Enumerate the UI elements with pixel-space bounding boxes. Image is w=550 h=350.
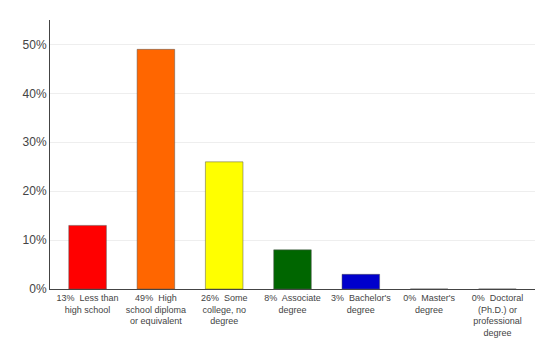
svg-text:0% Doctoral(Ph.D.) orprofessi: 0% Doctoral(Ph.D.) orprofessionaldegree bbox=[472, 293, 524, 338]
svg-text:13% Less thanhigh school: 13% Less thanhigh school bbox=[57, 293, 119, 315]
svg-text:50%: 50% bbox=[23, 38, 47, 52]
svg-text:3% Bachelor'sdegree: 3% Bachelor'sdegree bbox=[331, 293, 391, 315]
svg-text:8% Associatedegree: 8% Associatedegree bbox=[264, 293, 321, 315]
svg-text:30%: 30% bbox=[23, 135, 47, 149]
svg-text:20%: 20% bbox=[23, 184, 47, 198]
svg-text:0% Master'sdegree: 0% Master'sdegree bbox=[403, 293, 455, 315]
svg-text:0%: 0% bbox=[29, 282, 47, 296]
svg-text:26% Somecollege, nodegree: 26% Somecollege, nodegree bbox=[201, 293, 248, 326]
svg-text:40%: 40% bbox=[23, 87, 47, 101]
svg-text:10%: 10% bbox=[23, 233, 47, 247]
svg-text:49% Highschool diplomaor equi: 49% Highschool diplomaor equivalent bbox=[126, 293, 186, 326]
